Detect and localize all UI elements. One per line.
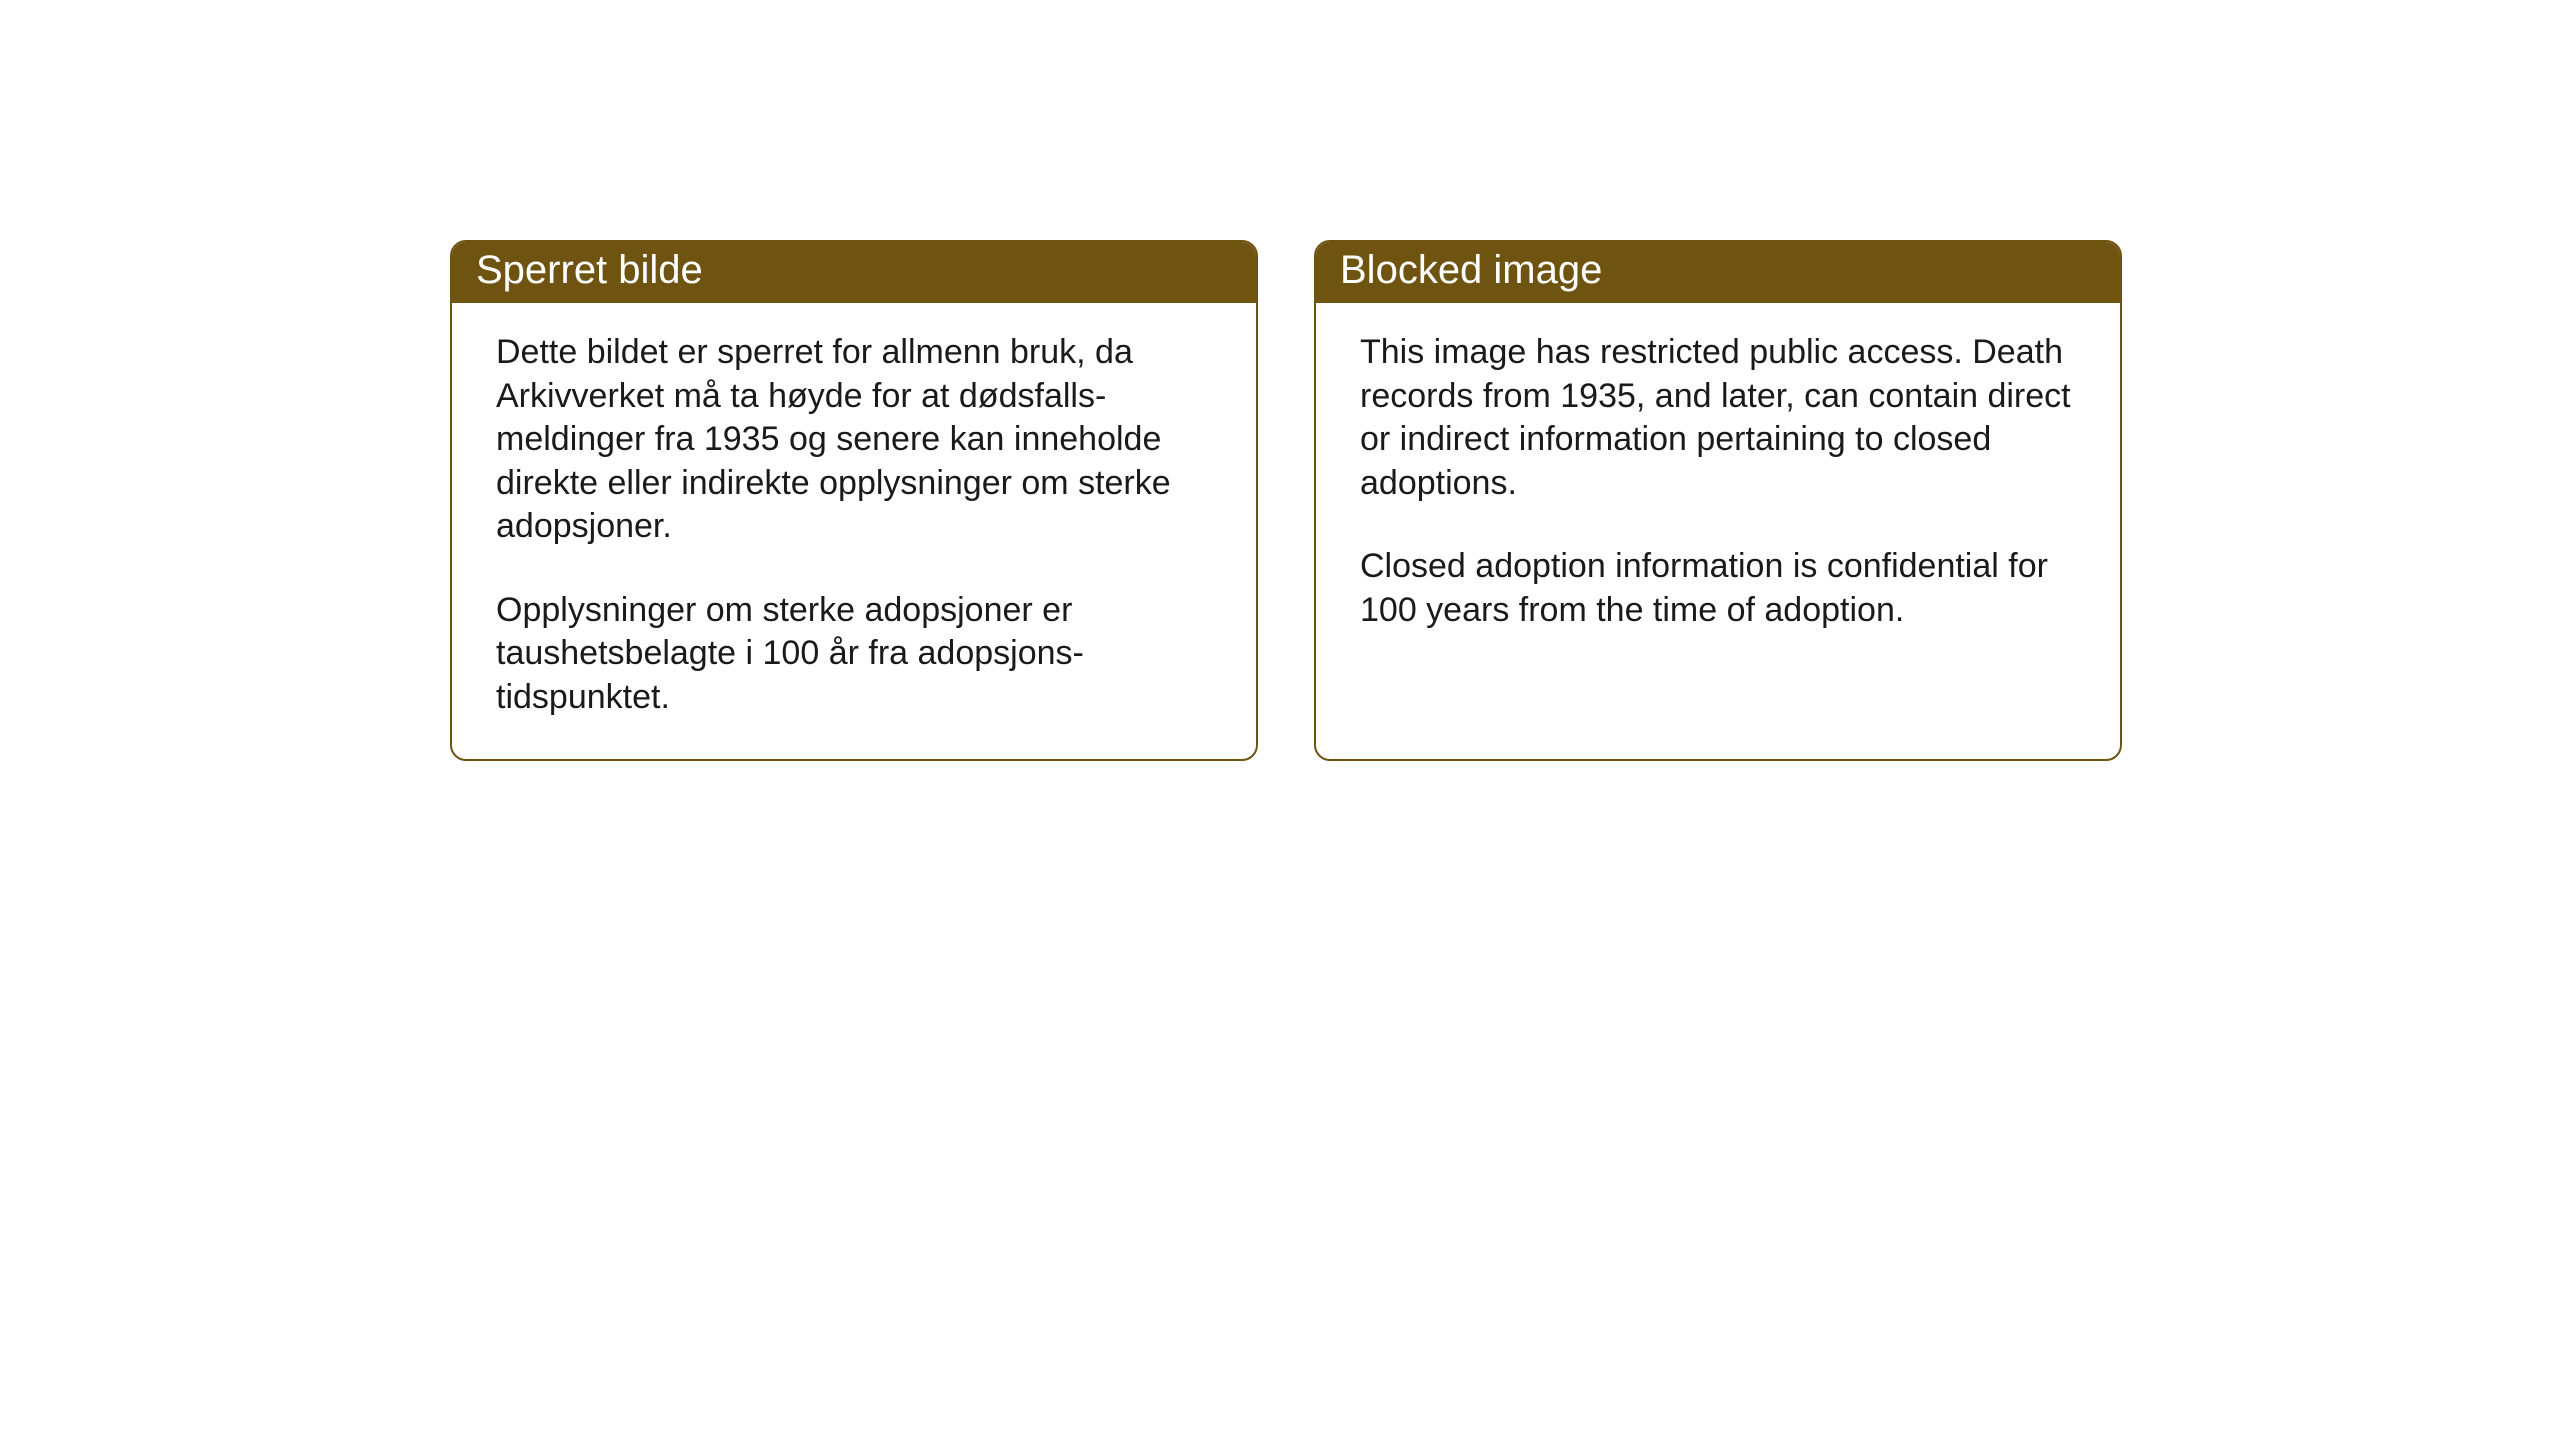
english-card-body: This image has restricted public access.… <box>1316 303 2120 672</box>
english-paragraph-1: This image has restricted public access.… <box>1360 331 2076 505</box>
norwegian-card-body: Dette bildet er sperret for allmenn bruk… <box>452 303 1256 759</box>
message-container: Sperret bilde Dette bildet er sperret fo… <box>450 240 2122 761</box>
norwegian-paragraph-1: Dette bildet er sperret for allmenn bruk… <box>496 331 1212 549</box>
norwegian-card: Sperret bilde Dette bildet er sperret fo… <box>450 240 1258 761</box>
norwegian-card-title: Sperret bilde <box>452 242 1256 303</box>
english-card-title: Blocked image <box>1316 242 2120 303</box>
norwegian-paragraph-2: Opplysninger om sterke adopsjoner er tau… <box>496 589 1212 720</box>
english-paragraph-2: Closed adoption information is confident… <box>1360 545 2076 632</box>
english-card: Blocked image This image has restricted … <box>1314 240 2122 761</box>
